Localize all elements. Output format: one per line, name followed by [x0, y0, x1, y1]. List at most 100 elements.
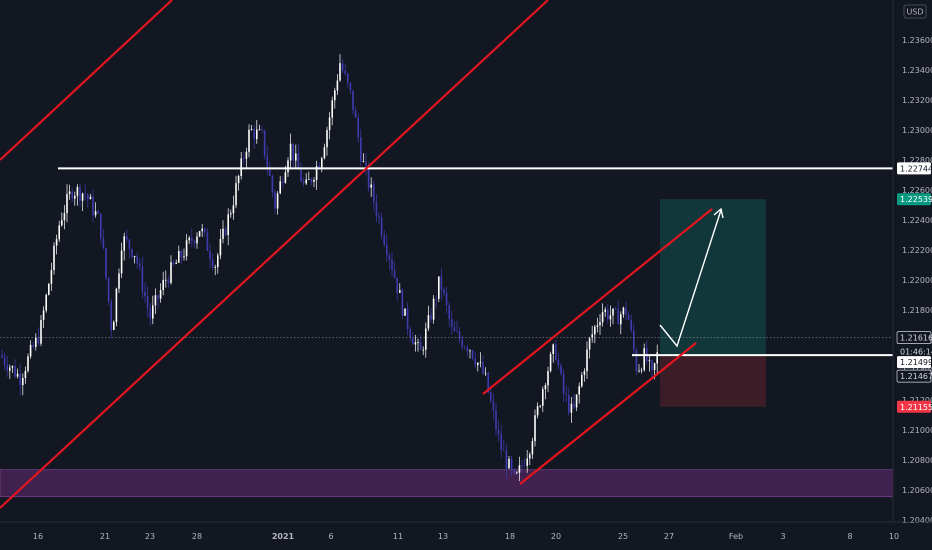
price-tag-take-profit[interactable]: 1.22539 — [897, 193, 932, 206]
currency-badge[interactable]: USD — [903, 4, 927, 19]
candle-body — [609, 315, 612, 320]
candle-body — [557, 359, 560, 366]
candle-body — [240, 158, 242, 176]
candle-body — [578, 386, 580, 395]
candle-body — [230, 213, 232, 215]
candle-body — [399, 290, 401, 293]
time-tick-label: 11 — [393, 532, 403, 541]
demand-zone[interactable] — [0, 469, 894, 498]
candle-body — [573, 403, 575, 408]
candle-body — [386, 244, 388, 256]
price-tag-upper-level-label: 1.22744 — [900, 164, 932, 173]
time-tick-label: 28 — [192, 532, 202, 541]
time-axis[interactable]: 16 21 23 28 2021 6 11 13 18 20 25 27 Feb 3 8 10 — [33, 532, 899, 541]
candle-body — [219, 239, 222, 256]
candle-body — [32, 344, 34, 347]
candle-body — [607, 309, 609, 320]
candle-body — [526, 458, 528, 466]
candle-body — [492, 401, 495, 411]
candle-body — [237, 176, 240, 184]
candle-body — [339, 63, 341, 81]
candle-body — [419, 341, 422, 350]
candle-body — [3, 357, 6, 365]
candle-body — [27, 356, 29, 371]
candle-body — [323, 147, 326, 159]
candle-body — [256, 129, 258, 140]
trendline-channel-lower[interactable] — [519, 342, 697, 485]
projection-arrow[interactable] — [659, 207, 724, 348]
candle-body — [373, 184, 375, 203]
candle-body — [625, 307, 627, 315]
candle-body — [245, 151, 248, 159]
candle-body — [490, 392, 492, 402]
candle-body — [328, 117, 331, 131]
price-tag-countdown[interactable]: 01:46:14 — [897, 345, 932, 358]
candle-body — [448, 305, 450, 320]
price-tag-stop-loss[interactable]: 1.21155 — [897, 400, 932, 413]
candle-body — [248, 129, 250, 152]
candle-body — [81, 193, 84, 201]
take-profit-zone[interactable] — [660, 199, 766, 356]
candle-body — [165, 279, 167, 281]
candle-body — [539, 405, 541, 407]
stop-loss-zone[interactable] — [660, 355, 766, 407]
trendline-left-upper[interactable] — [0, 0, 173, 161]
candle-body — [157, 295, 159, 299]
candle-body — [456, 331, 458, 332]
price-tag-upper-level[interactable]: 1.22744 — [897, 162, 932, 175]
candle-body — [261, 129, 263, 131]
candle-body — [412, 337, 414, 345]
price-tick-label: 1.23400 — [902, 66, 932, 75]
candle-body — [102, 237, 105, 248]
candle-body — [438, 276, 440, 299]
candle-body — [105, 248, 107, 278]
trendline-left-lower[interactable] — [0, 0, 549, 509]
candle-body — [53, 245, 55, 270]
price-tick-label: 1.21000 — [902, 426, 932, 435]
candle-body — [126, 236, 128, 240]
candle-body — [638, 370, 640, 372]
candle-body — [1, 355, 3, 358]
candle-body — [523, 465, 526, 467]
candle-body — [388, 255, 391, 260]
candle-body — [310, 179, 313, 182]
candle-body — [79, 187, 81, 201]
candle-body — [536, 406, 539, 416]
candle-body — [599, 322, 601, 326]
candle-body — [115, 288, 118, 322]
time-tick-label: 21 — [100, 532, 110, 541]
candle-body — [560, 365, 562, 374]
candle-body — [510, 458, 513, 469]
candle-body — [131, 249, 133, 258]
price-tag-entry[interactable]: 1.21499 — [897, 356, 932, 369]
candle-body — [466, 347, 469, 352]
time-tick-label: Feb — [729, 532, 743, 541]
candle-body — [586, 349, 588, 372]
trendline-channel-upper[interactable] — [482, 208, 713, 395]
price-tag-last-price[interactable]: 1.21616 — [896, 331, 932, 344]
candle-body — [63, 213, 66, 221]
candle-body — [633, 330, 635, 350]
candle-body — [601, 312, 604, 323]
candle-body — [570, 403, 573, 413]
candle-body — [534, 415, 536, 442]
candle-body — [107, 277, 110, 302]
candle-body — [55, 239, 58, 246]
candle-body — [232, 205, 235, 214]
price-tick-label: 1.22600 — [902, 186, 932, 195]
candle-body — [349, 82, 352, 91]
candle-body — [279, 181, 281, 194]
candle-body — [588, 338, 591, 350]
candle-body — [133, 256, 136, 258]
candle-body — [591, 334, 593, 339]
candle-body — [365, 161, 367, 166]
candle-body — [445, 292, 448, 306]
candle-body — [292, 143, 294, 161]
candle-body — [128, 239, 131, 249]
candle-body — [235, 183, 237, 206]
price-tag-bid[interactable]: 1.21467 — [896, 369, 932, 383]
candle-body — [432, 298, 435, 320]
candle-body — [300, 168, 302, 182]
